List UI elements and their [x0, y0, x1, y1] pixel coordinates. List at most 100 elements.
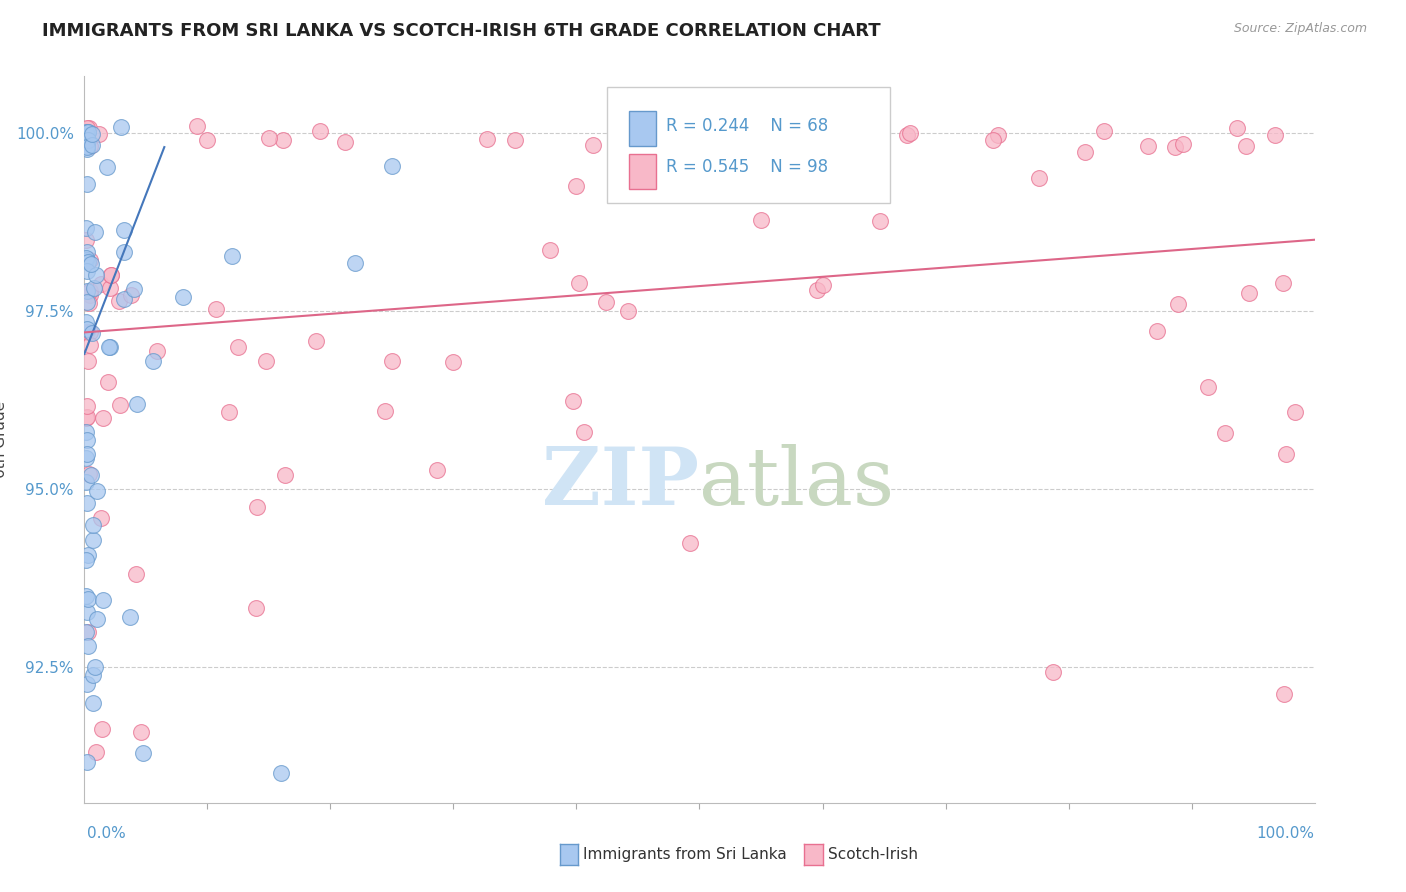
Point — [538, 243, 561, 257]
Text: Scotch-Irish: Scotch-Irish — [828, 847, 918, 862]
Point — [110, 120, 132, 134]
Point — [146, 343, 169, 358]
Point — [1074, 145, 1097, 159]
Point — [1271, 276, 1294, 290]
Point — [76, 139, 98, 153]
Point — [1226, 121, 1249, 136]
Point — [1028, 171, 1050, 186]
Point — [125, 567, 148, 582]
Text: Source: ZipAtlas.com: Source: ZipAtlas.com — [1233, 22, 1367, 36]
Point — [273, 133, 295, 147]
Point — [98, 281, 121, 295]
Y-axis label: 6th Grade: 6th Grade — [0, 401, 7, 478]
Point — [76, 177, 98, 191]
Point — [1173, 136, 1195, 151]
Point — [75, 475, 97, 489]
Point — [75, 221, 97, 235]
Point — [77, 120, 100, 135]
Point — [76, 605, 98, 619]
Point — [131, 725, 153, 739]
Point — [172, 290, 194, 304]
Point — [1272, 687, 1295, 701]
Point — [76, 295, 98, 310]
Point — [309, 124, 332, 138]
Point — [76, 142, 98, 156]
Point — [75, 450, 97, 465]
Point — [76, 553, 98, 567]
Point — [1239, 285, 1261, 300]
Point — [565, 178, 588, 193]
Point — [86, 483, 108, 498]
Point — [76, 245, 98, 260]
Point — [108, 398, 131, 412]
Point — [443, 355, 465, 369]
Point — [228, 340, 250, 354]
Point — [90, 722, 112, 736]
Point — [205, 302, 228, 317]
Point — [218, 405, 240, 419]
Point — [100, 268, 122, 283]
Point — [679, 536, 702, 550]
Point — [98, 340, 121, 354]
Point — [76, 433, 98, 447]
Point — [76, 496, 98, 510]
Point — [86, 745, 108, 759]
Point — [82, 668, 104, 682]
Point — [305, 334, 328, 348]
Point — [811, 278, 834, 293]
Point — [75, 125, 97, 139]
Point — [76, 399, 98, 413]
Point — [76, 354, 98, 368]
Point — [1197, 380, 1219, 394]
Text: IMMIGRANTS FROM SRI LANKA VS SCOTCH-IRISH 6TH GRADE CORRELATION CHART: IMMIGRANTS FROM SRI LANKA VS SCOTCH-IRIS… — [42, 22, 880, 40]
Point — [108, 293, 131, 308]
Point — [749, 213, 772, 227]
Point — [75, 624, 97, 639]
Point — [75, 132, 97, 146]
Text: ZIP: ZIP — [543, 444, 700, 522]
Point — [1137, 139, 1160, 153]
Point — [983, 133, 1005, 147]
Point — [595, 295, 617, 310]
Bar — [630, 112, 657, 146]
Text: atlas: atlas — [700, 444, 894, 522]
Point — [125, 397, 148, 411]
Point — [79, 288, 101, 302]
Point — [76, 756, 98, 770]
Point — [77, 591, 100, 606]
Point — [425, 463, 447, 477]
Point — [254, 354, 277, 368]
Point — [785, 139, 807, 153]
Point — [475, 132, 498, 146]
Point — [1146, 324, 1168, 338]
Point — [86, 611, 108, 625]
Point — [1092, 124, 1115, 138]
Point — [1234, 138, 1257, 153]
Point — [75, 233, 97, 247]
Point — [738, 133, 761, 147]
Point — [77, 126, 100, 140]
Point — [112, 292, 135, 306]
Point — [80, 467, 103, 482]
Text: R = 0.545    N = 98: R = 0.545 N = 98 — [666, 158, 828, 176]
Point — [1275, 446, 1298, 460]
Point — [76, 326, 98, 340]
Point — [76, 264, 98, 278]
Point — [75, 252, 97, 267]
Point — [75, 425, 97, 440]
Point — [76, 133, 98, 147]
Point — [197, 133, 219, 147]
Point — [76, 140, 98, 154]
Point — [503, 133, 526, 147]
Point — [132, 746, 155, 760]
Point — [672, 121, 695, 136]
Point — [84, 225, 107, 239]
Point — [77, 125, 100, 139]
Point — [76, 254, 98, 268]
Point — [1264, 128, 1286, 142]
Point — [79, 296, 101, 310]
Point — [120, 288, 142, 302]
Point — [1167, 296, 1189, 310]
Point — [898, 126, 921, 140]
Point — [689, 150, 711, 164]
